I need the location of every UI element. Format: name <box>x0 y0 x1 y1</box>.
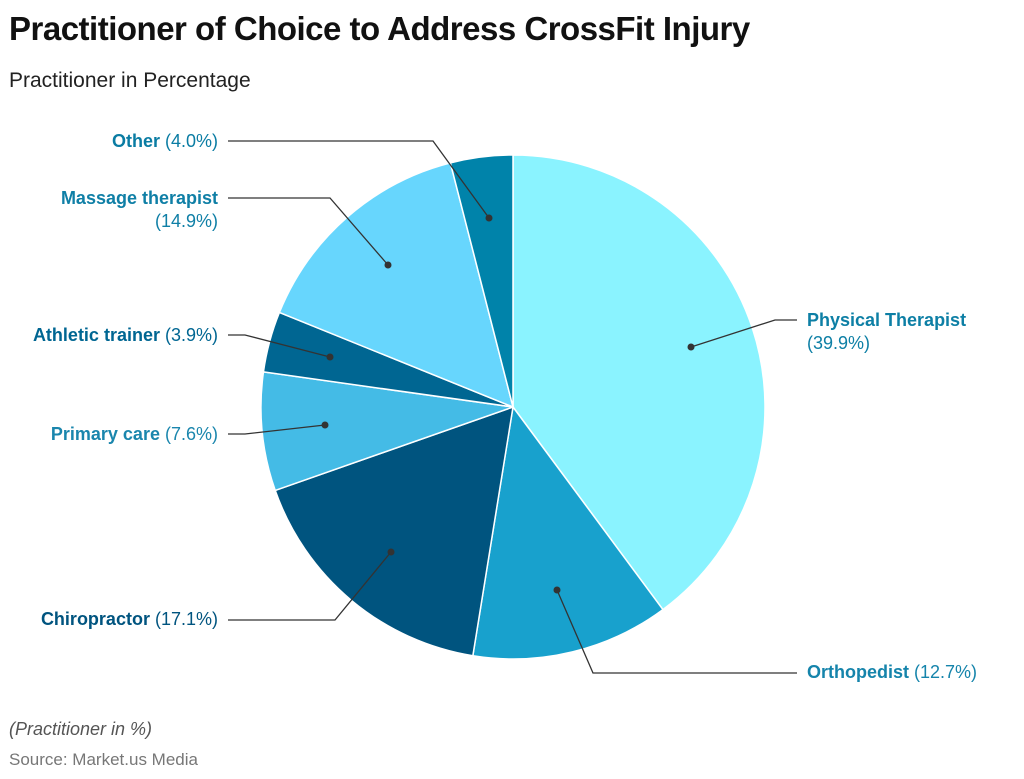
slice-label-value: (3.9%) <box>164 325 218 345</box>
chart-subtitle: Practitioner in Percentage <box>9 69 251 92</box>
leader-line-primary-care <box>228 424 326 435</box>
leader-dot-primary-care <box>321 421 329 429</box>
slice-label-massage-therapist: Massage therapist (14.9%) <box>61 187 218 233</box>
pie-slice-other <box>449 154 514 408</box>
leader-line-massage-therapist <box>228 197 389 266</box>
pie-slice-physical-therapist <box>512 154 766 611</box>
slice-label-orthopedist: Orthopedist (12.7%) <box>807 661 977 684</box>
chart-title: Practitioner of Choice to Address CrossF… <box>9 10 750 47</box>
slice-label-value: (17.1%) <box>154 609 218 629</box>
slice-label-name: Primary care <box>50 424 160 444</box>
leader-dot-athletic-trainer <box>326 353 334 361</box>
leader-dot-physical-therapist <box>687 343 695 351</box>
leader-line-chiropractor <box>228 551 392 621</box>
slice-label-physical-therapist: Physical Therapist (39.9%) <box>807 309 966 355</box>
slice-label-value: (39.9%) <box>807 333 871 353</box>
slice-label-name: Orthopedist <box>807 662 909 682</box>
leader-dot-orthopedist <box>553 586 561 594</box>
leader-line-athletic-trainer <box>228 334 331 358</box>
leader-dot-chiropractor <box>387 548 395 556</box>
pie-slice-orthopedist <box>471 405 664 660</box>
slice-label-chiropractor: Chiropractor (17.1%) <box>41 608 218 631</box>
slice-label-name: Other <box>111 131 160 151</box>
slice-label-name: Physical Therapist <box>807 310 967 330</box>
slice-label-name: Athletic trainer <box>32 325 160 345</box>
leader-line-physical-therapist <box>690 319 797 348</box>
slice-label-name: Chiropractor <box>40 609 150 629</box>
slice-label-athletic-trainer: Athletic trainer (3.9%) <box>33 324 218 347</box>
slice-label-value: (7.6%) <box>164 424 218 444</box>
slice-label-primary-care: Primary care (7.6%) <box>51 423 218 446</box>
slice-label-name: Massage therapist <box>60 188 218 208</box>
leader-line-orthopedist <box>556 589 797 674</box>
chart-note: (Practitioner in %) <box>9 719 153 739</box>
slice-label-value: (4.0%) <box>164 131 218 151</box>
slice-label-other: Other (4.0%) <box>112 130 218 153</box>
slice-label-value: (12.7%) <box>914 662 978 682</box>
leader-line-other <box>228 140 490 219</box>
chart-source: Source: Market.us Media <box>9 750 198 769</box>
slice-label-value: (14.9%) <box>154 211 218 231</box>
leader-dot-massage-therapist <box>384 261 392 269</box>
leader-dot-other <box>485 214 493 222</box>
